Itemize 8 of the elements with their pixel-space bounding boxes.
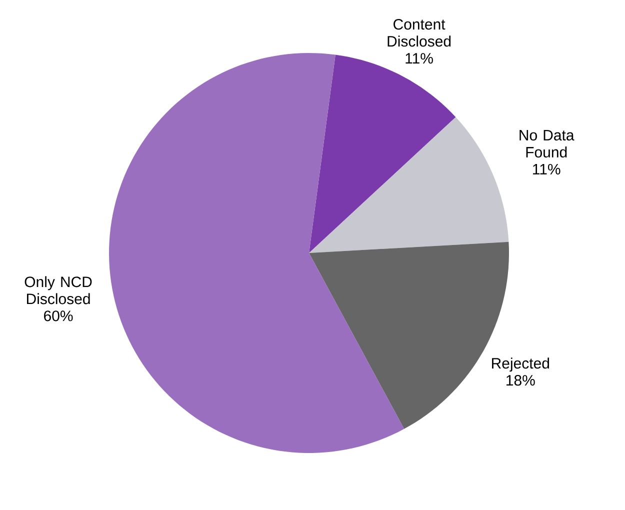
- data-label: 11%: [533, 164, 560, 174]
- data-label: 11%: [406, 53, 433, 64]
- slice-label: Content Disclosed: [388, 19, 451, 47]
- data-label: 18%: [506, 375, 535, 386]
- slice-label: No Data Found: [520, 130, 574, 158]
- data-label: 60%: [44, 310, 73, 322]
- slice-label: Rejected: [492, 358, 550, 372]
- slice-label: Only NCD Disclosed: [24, 276, 92, 304]
